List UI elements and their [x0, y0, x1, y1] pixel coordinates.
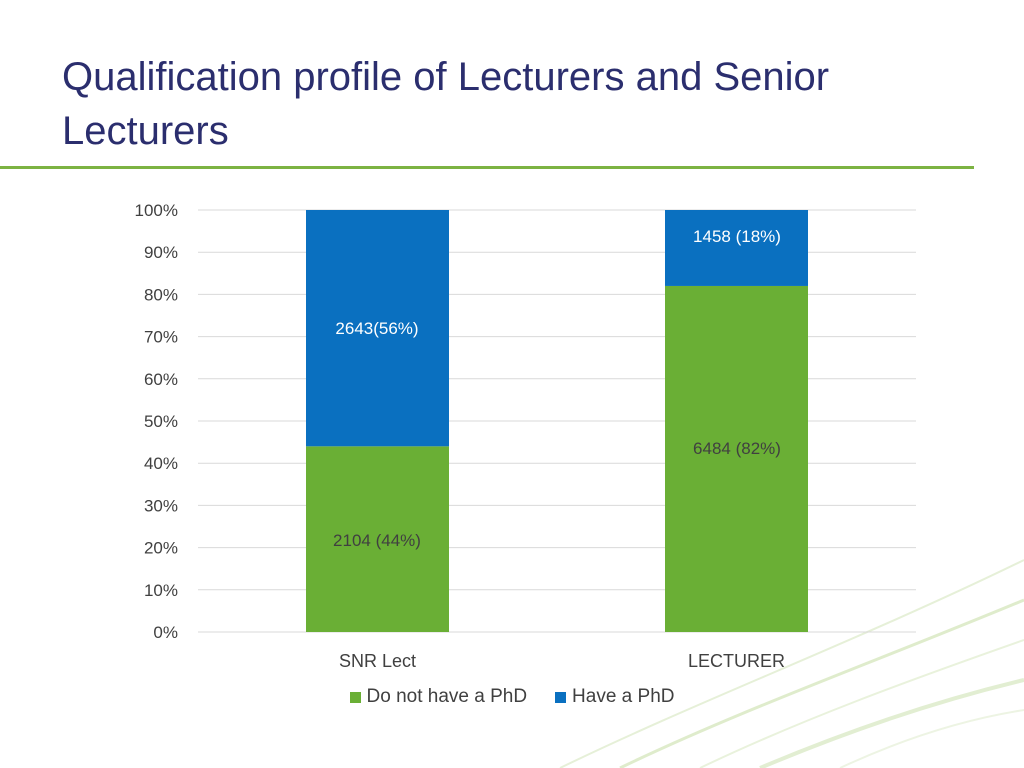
x-category-label: LECTURER	[688, 651, 785, 671]
bar-segment-phd	[306, 210, 449, 447]
data-label: 1458 (18%)	[693, 227, 781, 246]
y-tick-label: 100%	[135, 201, 178, 220]
title-divider	[0, 166, 974, 169]
x-category-label: SNR Lect	[339, 651, 416, 671]
y-tick-label: 30%	[144, 496, 178, 515]
legend-item-no-phd: Do not have a PhD	[349, 686, 528, 708]
y-tick-label: 80%	[144, 285, 178, 304]
y-tick-label: 70%	[144, 328, 178, 347]
legend-swatch-phd	[555, 691, 567, 703]
y-tick-label: 50%	[144, 412, 178, 431]
y-tick-label: 60%	[144, 370, 178, 389]
y-tick-label: 40%	[144, 454, 178, 473]
chart-legend: Do not have a PhD Have a PhD	[0, 686, 1024, 708]
data-label: 6484 (82%)	[693, 439, 781, 458]
y-tick-label: 90%	[144, 243, 178, 262]
legend-label-phd: Have a PhD	[572, 686, 675, 707]
bar-segment-no-phd	[665, 285, 808, 632]
y-tick-label: 20%	[144, 539, 178, 558]
y-tick-label: 0%	[153, 623, 178, 642]
legend-label-no-phd: Do not have a PhD	[366, 686, 528, 707]
bar-segment-no-phd	[306, 446, 449, 632]
data-label: 2643(56%)	[335, 319, 418, 338]
y-tick-label: 10%	[144, 581, 178, 600]
data-label: 2104 (44%)	[333, 531, 421, 550]
legend-item-phd: Have a PhD	[555, 686, 675, 708]
legend-swatch-no-phd	[349, 691, 361, 703]
slide-title: Qualification profile of Lecturers and S…	[62, 55, 830, 153]
bar-segment-phd	[665, 210, 808, 286]
